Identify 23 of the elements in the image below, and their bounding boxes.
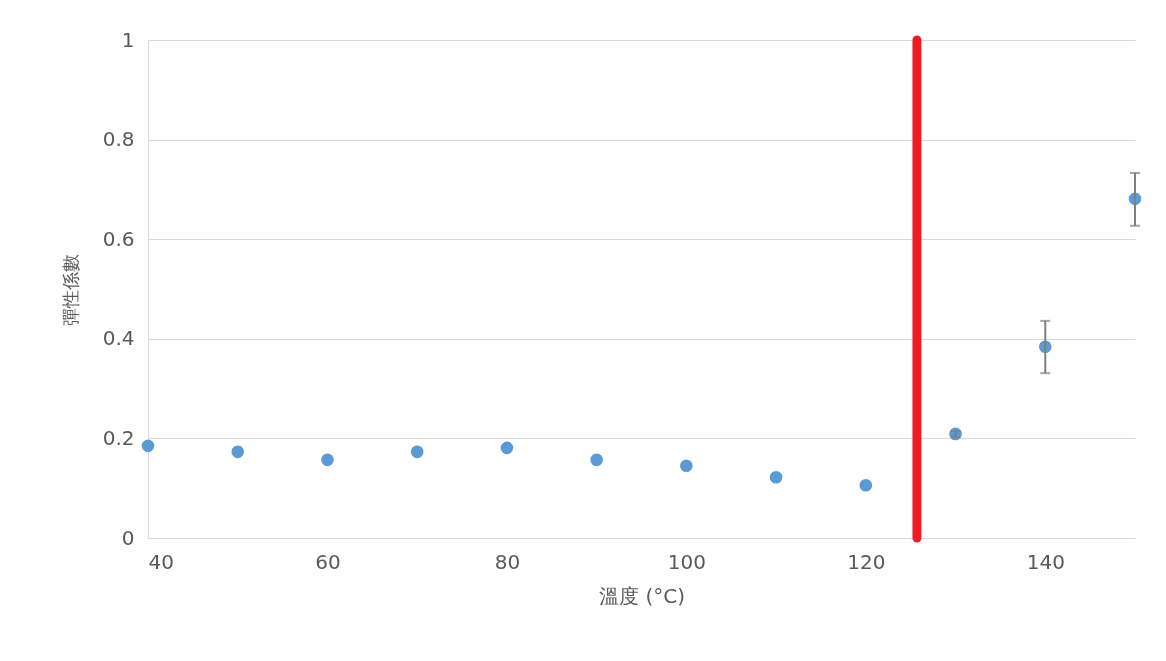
y-tick-label: 1 xyxy=(121,27,135,52)
x-tick-label: 120 xyxy=(847,549,886,574)
point xyxy=(680,459,693,473)
y-axis-title: 彈性係數 xyxy=(59,253,81,326)
y-tick-label: 0.6 xyxy=(102,226,135,251)
x-tick-label: 140 xyxy=(1026,549,1065,574)
point xyxy=(500,441,514,455)
point xyxy=(590,453,603,467)
point xyxy=(410,445,424,459)
point xyxy=(321,453,334,467)
y-tick-label: 0 xyxy=(121,525,135,550)
point xyxy=(141,439,155,453)
y-tick-label: 0.4 xyxy=(102,326,135,351)
x-tick-label: 40 xyxy=(148,549,174,574)
x-tick-label: 60 xyxy=(315,549,341,574)
x-axis-title: 溫度 (°C) xyxy=(599,583,685,608)
point xyxy=(769,470,783,484)
point xyxy=(859,478,873,492)
y-tick-label: 0.2 xyxy=(102,425,135,450)
x-tick-label: 100 xyxy=(667,549,706,574)
y-tick-label: 0.8 xyxy=(102,127,135,152)
x-tick-label: 80 xyxy=(494,549,521,574)
point xyxy=(231,445,245,459)
